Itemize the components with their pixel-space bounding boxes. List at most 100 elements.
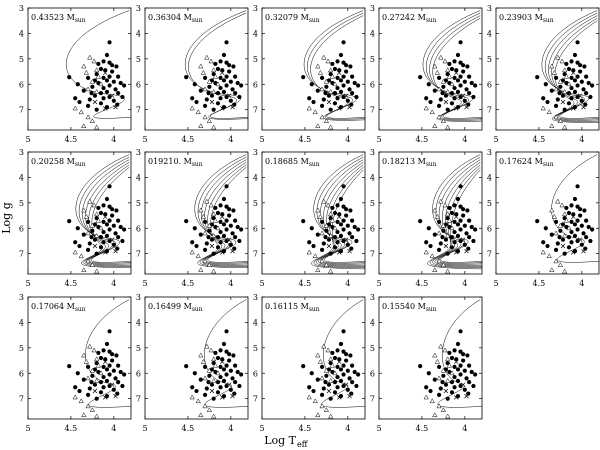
track-group <box>85 299 131 408</box>
star-filled-circle <box>209 93 215 98</box>
star-open-triangle <box>72 394 78 400</box>
star-filled-circle <box>469 224 474 230</box>
star-open-triangle <box>85 403 91 409</box>
star-filled-circle <box>462 223 467 228</box>
star-open-triangle <box>557 222 563 228</box>
star-open-triangle <box>206 262 212 267</box>
star-filled-circle <box>207 373 212 378</box>
star-cross <box>454 359 459 365</box>
track-group <box>551 154 599 263</box>
star-filled-circle <box>207 84 212 89</box>
y-tick-label: 6 <box>136 224 141 233</box>
star-filled-circle <box>564 61 569 67</box>
star-open-triangle <box>328 377 334 383</box>
star-filled-circle <box>324 228 329 233</box>
star-open-triangle <box>319 258 325 264</box>
star-filled-circle <box>98 245 104 250</box>
y-tick-label: 6 <box>19 369 24 378</box>
star-filled-circle <box>232 102 237 107</box>
x-tick-label: 4 <box>228 279 233 288</box>
star-open-triangle <box>553 114 559 120</box>
star-filled-circle <box>107 238 112 244</box>
star-filled-circle <box>224 204 229 209</box>
star-cross <box>464 393 469 399</box>
star-open-triangle <box>94 232 100 238</box>
y-tick-label: 4 <box>253 318 258 327</box>
star-open-triangle <box>562 232 568 238</box>
y-tick-label: 6 <box>370 80 375 89</box>
star-open-triangle <box>436 86 442 92</box>
star-filled-circle <box>67 364 72 369</box>
star-filled-circle <box>569 96 574 101</box>
star-filled-circle <box>221 222 227 227</box>
star-filled-circle <box>202 247 208 252</box>
y-tick-label: 6 <box>370 369 375 378</box>
star-filled-circle <box>122 372 127 377</box>
star-cross <box>109 237 115 242</box>
star-filled-circle <box>224 184 229 189</box>
star-filled-circle <box>118 369 123 375</box>
star-open-triangle <box>449 81 455 87</box>
star-filled-circle <box>323 380 328 385</box>
star-filled-circle <box>190 240 195 245</box>
star-filled-circle <box>67 75 72 80</box>
star-filled-circle <box>440 380 445 385</box>
star-cross <box>326 243 332 249</box>
star-filled-circle <box>192 371 197 376</box>
star-open-triangle <box>445 232 451 238</box>
star-filled-circle <box>338 222 344 227</box>
star-filled-circle <box>335 59 340 64</box>
star-filled-circle <box>575 94 580 100</box>
star-open-triangle <box>440 367 446 373</box>
star-filled-circle <box>198 88 203 93</box>
star-open-triangle <box>215 81 221 87</box>
star-filled-circle <box>438 97 443 102</box>
star-filled-circle <box>341 184 346 189</box>
x-tick-label: 5 <box>142 135 147 144</box>
star-filled-circle <box>569 85 574 91</box>
star-open-triangle <box>434 213 440 219</box>
star-filled-circle <box>566 66 572 72</box>
star-filled-circle <box>335 348 340 353</box>
panel-frame <box>144 296 249 420</box>
y-tick-label: 7 <box>253 395 258 404</box>
mass-label: 0.20258 Msun <box>31 157 86 168</box>
star-open-triangle <box>94 88 100 94</box>
star-open-triangle <box>319 86 325 92</box>
star-cross <box>337 359 342 365</box>
star-open-triangle <box>89 367 95 373</box>
star-cross <box>454 250 459 255</box>
y-tick-label: 7 <box>253 250 258 259</box>
star-open-triangle <box>328 67 334 73</box>
star-filled-circle <box>535 219 540 224</box>
star-open-triangle <box>446 362 453 368</box>
y-tick-label: 5 <box>19 199 24 208</box>
star-filled-circle <box>75 226 80 231</box>
star-open-triangle <box>94 124 100 130</box>
star-filled-circle <box>307 385 312 390</box>
star-filled-circle <box>311 243 316 249</box>
x-tick-label: 4.5 <box>416 135 429 144</box>
star-filled-circle <box>418 219 423 224</box>
star-filled-circle <box>107 60 112 65</box>
star-filled-circle <box>352 80 357 86</box>
star-filled-circle <box>449 355 455 361</box>
star-filled-circle <box>344 213 349 218</box>
star-open-triangle <box>323 407 329 412</box>
star-filled-circle <box>73 385 78 390</box>
y-tick-label: 4 <box>19 318 24 327</box>
star-filled-circle <box>96 350 101 356</box>
star-filled-circle <box>461 63 466 68</box>
star-filled-circle <box>120 94 125 100</box>
star-open-triangle <box>204 54 210 60</box>
evolutionary-track <box>432 154 482 263</box>
y-tick-label: 4 <box>253 29 258 38</box>
star-filled-circle <box>122 83 127 88</box>
star-filled-circle <box>192 226 197 231</box>
star-open-triangle <box>204 343 210 349</box>
star-filled-circle <box>575 227 580 232</box>
star-filled-circle <box>73 96 78 101</box>
star-filled-circle <box>107 329 112 334</box>
star-filled-circle <box>194 243 199 249</box>
x-tick-label: 4 <box>462 135 467 144</box>
